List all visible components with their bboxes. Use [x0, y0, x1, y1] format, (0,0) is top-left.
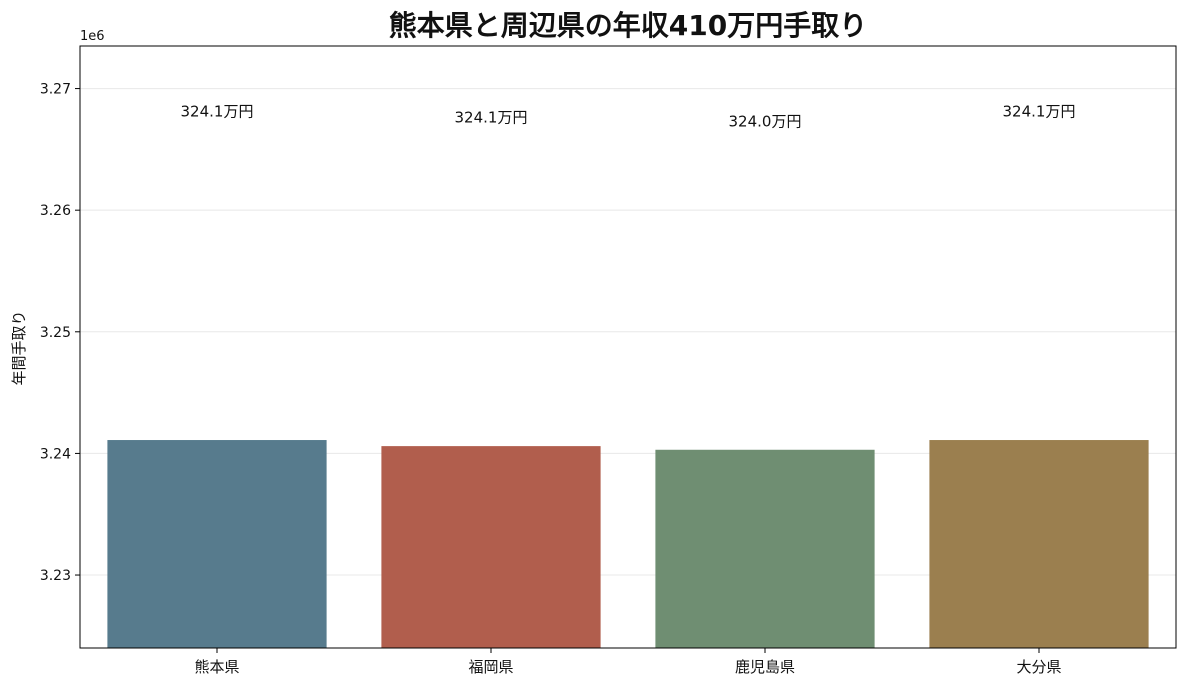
bar — [107, 440, 327, 648]
y-axis-ticks: 3.23 3.24 3.25 3.26 3.27 — [40, 82, 80, 584]
x-axis-ticks: 熊本県 福岡県 鹿児島県 大分県 — [194, 648, 1062, 676]
x-tick-label: 熊本県 — [194, 658, 239, 676]
bar — [929, 440, 1149, 648]
bars — [107, 440, 1149, 648]
x-tick-label: 大分県 — [1016, 658, 1061, 676]
y-tick-label: 3.26 — [40, 203, 71, 219]
chart-title: 熊本県と周辺県の年収410万円手取り — [389, 9, 867, 42]
x-tick-label: 福岡県 — [468, 658, 513, 676]
y-tick-label: 3.24 — [40, 446, 71, 462]
bar — [655, 449, 875, 648]
y-tick-label: 3.23 — [40, 568, 71, 584]
y-axis-label: 年間手取り — [10, 310, 28, 385]
y-tick-label: 3.27 — [40, 82, 71, 98]
plot-frame — [79, 45, 1177, 649]
bar-value-label: 324.1万円 — [181, 103, 254, 121]
bar — [381, 446, 601, 648]
y-axis-offset-label: 1e6 — [80, 29, 105, 44]
bar-value-label: 324.1万円 — [455, 109, 528, 127]
value-labels: 324.1万円 324.1万円 324.0万円 324.1万円 — [181, 103, 1076, 131]
bar-value-label: 324.1万円 — [1003, 103, 1076, 121]
bar-value-label: 324.0万円 — [729, 112, 802, 130]
y-tick-label: 3.25 — [40, 325, 71, 341]
x-tick-label: 鹿児島県 — [735, 658, 795, 676]
